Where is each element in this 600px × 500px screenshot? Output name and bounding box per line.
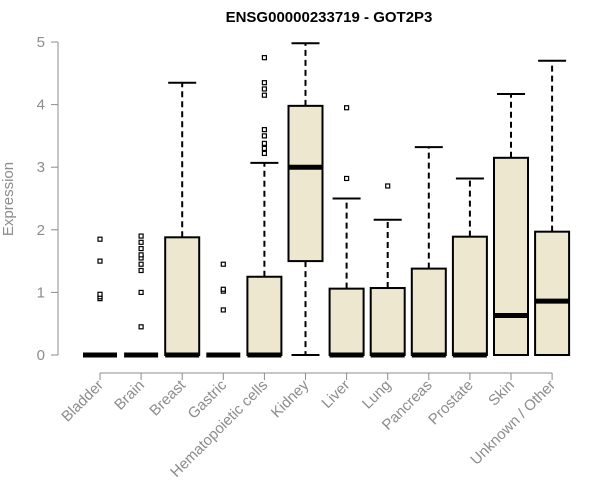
- box-breast: [164, 81, 201, 358]
- box-iqr: [287, 104, 324, 263]
- x-tick-label: Breast: [146, 376, 189, 419]
- box-brain: [124, 233, 159, 358]
- outlier-point: [138, 324, 144, 330]
- outlier-point: [138, 233, 144, 239]
- outlier-point: [261, 127, 267, 133]
- x-tick-label: Prostate: [425, 377, 477, 429]
- box-unknown-other: [534, 59, 571, 356]
- outlier-point: [344, 105, 350, 111]
- outlier-point: [220, 286, 226, 292]
- outlier-point: [97, 236, 103, 242]
- outlier-point: [261, 140, 267, 147]
- y-tick-label: 4: [37, 97, 45, 114]
- x-tick-label: Bladder: [58, 377, 107, 426]
- chart-title: ENSG00000233719 - GOT2P3: [226, 9, 433, 26]
- box-gastric: [206, 261, 241, 358]
- box-pancreas: [410, 146, 447, 358]
- x-tick-label: Liver: [318, 377, 353, 412]
- outlier-point: [138, 252, 144, 258]
- outlier-point: [385, 183, 391, 189]
- box-kidney: [287, 42, 324, 356]
- outlier-point: [261, 92, 267, 98]
- box-iqr: [534, 230, 571, 356]
- box-skin: [493, 92, 529, 356]
- outlier-point: [97, 258, 103, 264]
- outlier-point: [261, 86, 267, 92]
- outlier-point: [138, 289, 144, 295]
- box-lung: [369, 183, 406, 358]
- outlier-point: [138, 245, 144, 252]
- box-iqr: [410, 267, 447, 356]
- x-tick-label: Lung: [359, 377, 395, 413]
- box-prostate: [451, 177, 488, 358]
- box-iqr: [246, 275, 283, 356]
- outlier-point: [97, 291, 103, 297]
- y-tick-label: 3: [37, 159, 45, 176]
- outlier-point: [261, 133, 267, 139]
- y-tick-label: 2: [37, 222, 45, 239]
- box-liver: [328, 105, 365, 358]
- box-bladder: [83, 236, 117, 358]
- x-tick-label: Kidney: [268, 376, 313, 421]
- outlier-point: [344, 175, 350, 182]
- box-iqr: [493, 156, 529, 356]
- outlier-point: [261, 55, 267, 61]
- boxes: [83, 42, 571, 358]
- outlier-point: [261, 150, 267, 157]
- box-hematopoietic-cells: [246, 55, 283, 358]
- outlier-point: [220, 307, 226, 313]
- outlier-point: [138, 261, 144, 267]
- outlier-point: [220, 261, 226, 267]
- box-iqr: [328, 287, 365, 357]
- x-tick-label: Brain: [111, 377, 148, 414]
- outlier-point: [261, 80, 267, 86]
- axes: 0 1 2 3 4 5: [37, 34, 553, 380]
- y-tick-label: 0: [37, 347, 45, 364]
- box-iqr: [164, 236, 201, 356]
- outlier-point: [138, 267, 144, 274]
- y-tick-label: 5: [37, 34, 45, 51]
- outlier-point: [261, 145, 267, 152]
- box-iqr: [451, 235, 488, 357]
- box-iqr: [369, 287, 406, 357]
- y-tick-label: 1: [37, 284, 45, 301]
- x-tick-label: Skin: [485, 377, 518, 410]
- outlier-point: [138, 239, 144, 245]
- y-axis-label: Expression: [0, 162, 17, 236]
